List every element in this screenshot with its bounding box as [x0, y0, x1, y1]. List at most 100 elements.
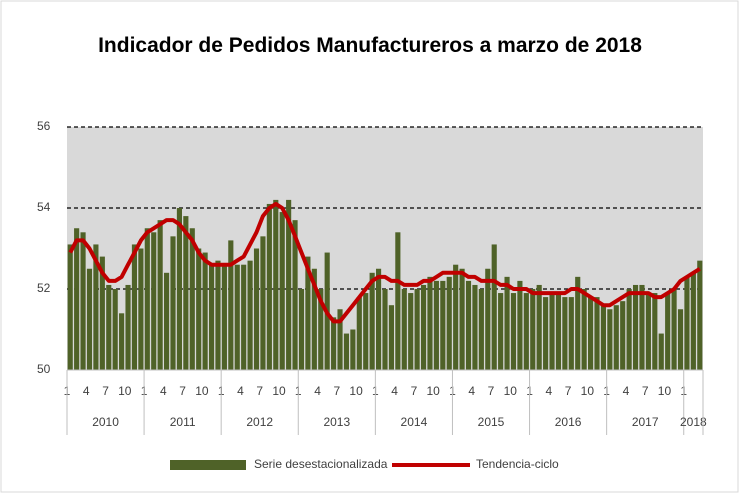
- bar: [318, 289, 324, 370]
- x-tick-label: 4: [83, 384, 90, 398]
- x-tick-label: 10: [349, 384, 363, 398]
- bar: [626, 289, 632, 370]
- bar: [414, 289, 420, 370]
- bar: [677, 309, 684, 370]
- bar: [234, 264, 240, 370]
- x-tick-label: 10: [195, 384, 209, 398]
- bar: [170, 236, 176, 370]
- bar: [639, 284, 645, 370]
- bar: [183, 216, 189, 370]
- bar: [453, 264, 459, 370]
- bar: [131, 244, 138, 370]
- bar: [363, 293, 369, 370]
- y-tick-label: 50: [37, 362, 51, 376]
- bar: [510, 293, 517, 370]
- bar: [472, 284, 478, 370]
- bar: [459, 268, 465, 370]
- bar: [93, 244, 99, 370]
- bar: [465, 280, 472, 370]
- x-tick-label: 10: [504, 384, 518, 398]
- bar: [343, 333, 350, 370]
- x-tick-label: 7: [411, 384, 418, 398]
- bar: [427, 276, 433, 370]
- bar: [311, 268, 317, 370]
- bar: [305, 256, 311, 370]
- year-label: 2018: [680, 415, 707, 429]
- x-tick-label: 7: [488, 384, 495, 398]
- y-tick-label: 56: [37, 119, 51, 133]
- year-label: 2017: [632, 415, 659, 429]
- bar: [241, 264, 247, 370]
- bar: [568, 297, 574, 370]
- bar: [67, 244, 73, 370]
- bar: [388, 305, 394, 370]
- bar: [620, 301, 626, 370]
- bar: [549, 293, 555, 370]
- bar: [581, 289, 587, 370]
- bar: [350, 329, 356, 370]
- trend-line: [68, 201, 701, 324]
- y-tick-label: 54: [37, 200, 51, 214]
- bar: [86, 268, 93, 370]
- bar: [266, 203, 272, 370]
- bar: [408, 293, 414, 370]
- year-label: 2016: [555, 415, 582, 429]
- bar: [684, 276, 690, 370]
- bar: [176, 208, 182, 370]
- bar: [543, 297, 549, 370]
- bar: [286, 199, 292, 370]
- bar: [157, 220, 163, 370]
- bar: [697, 260, 703, 370]
- bar: [164, 272, 170, 370]
- x-tick-label: 10: [118, 384, 132, 398]
- y-tick-label: 52: [37, 281, 51, 295]
- x-tick-label: 4: [160, 384, 167, 398]
- bar: [215, 260, 221, 370]
- bar: [523, 293, 529, 370]
- bar: [536, 284, 542, 370]
- bar: [119, 313, 125, 370]
- bar: [575, 276, 581, 370]
- bar: [395, 232, 401, 370]
- bar: [594, 297, 600, 370]
- bar: [530, 289, 536, 370]
- x-tick-label: 10: [658, 384, 672, 398]
- year-label: 2012: [246, 415, 273, 429]
- year-label: 2011: [170, 415, 196, 429]
- x-tick-label: 7: [642, 384, 649, 398]
- bar: [196, 248, 202, 370]
- bar: [600, 305, 606, 370]
- bar: [125, 284, 131, 370]
- bar: [382, 289, 388, 370]
- bar: [440, 280, 446, 370]
- bar: [562, 297, 568, 370]
- bar: [151, 232, 157, 370]
- bar: [613, 305, 619, 370]
- bar: [607, 309, 613, 370]
- bar: [420, 284, 427, 370]
- bar: [144, 228, 150, 370]
- x-tick-label: 7: [102, 384, 109, 398]
- bar: [517, 280, 523, 370]
- bar: [99, 256, 105, 370]
- bar: [80, 232, 86, 370]
- bar: [369, 272, 375, 370]
- legend-swatch: [170, 460, 246, 470]
- bar: [478, 289, 484, 370]
- bar: [106, 284, 112, 370]
- x-tick-label: 4: [623, 384, 630, 398]
- year-label: 2015: [478, 415, 505, 429]
- bar: [555, 293, 562, 370]
- bar: [671, 289, 677, 370]
- bar: [665, 293, 671, 370]
- bar: [189, 228, 195, 370]
- bar: [208, 264, 215, 370]
- bar: [588, 297, 594, 370]
- bar: [279, 212, 285, 370]
- x-tick-label: 7: [256, 384, 263, 398]
- legend-label: Tendencia-ciclo: [476, 457, 559, 471]
- bar: [485, 268, 491, 370]
- bar: [446, 276, 452, 370]
